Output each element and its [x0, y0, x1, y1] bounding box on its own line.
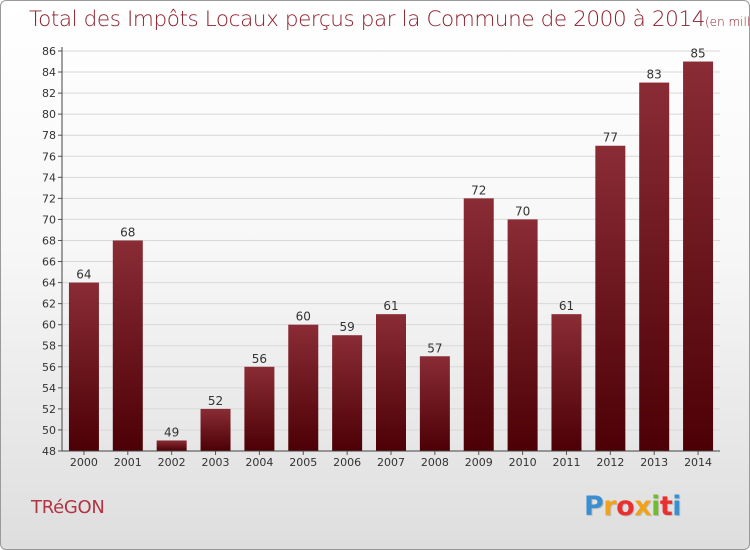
y-tick-label: 50 [42, 424, 56, 437]
bar [507, 219, 538, 451]
bar [595, 145, 626, 451]
logo-letter: r [603, 491, 617, 522]
bar-value-label: 70 [515, 204, 530, 218]
y-tick-label: 60 [42, 319, 56, 332]
bar-value-label: 85 [690, 47, 705, 61]
axes [61, 47, 720, 452]
y-axis-ticks: 48 50 52 54 56 58 60 62 64 66 68 70 72 74 76 78 80 82 84 86 [42, 45, 62, 458]
y-tick-label: 86 [42, 45, 56, 58]
x-tick-label: 2007 [377, 456, 405, 469]
y-tick-label: 78 [42, 129, 56, 142]
y-tick-label: 56 [42, 361, 56, 374]
bar-value-label: 61 [383, 299, 398, 313]
x-axis-ticks: 2000 2001 2002 2003 2004 2005 2006 2007 2008 2009… [70, 451, 712, 469]
y-tick-label: 80 [42, 108, 56, 121]
y-tick-label: 82 [42, 87, 56, 100]
x-tick-label: 2011 [552, 456, 580, 469]
bar-value-label: 68 [120, 225, 135, 239]
bar-value-label: 56 [252, 352, 267, 366]
y-tick-label: 64 [42, 277, 56, 290]
bar-value-label: 52 [208, 394, 223, 408]
x-tick-label: 2013 [640, 456, 668, 469]
chart-title-text: Total des Impôts Locaux perçus par la Co… [29, 7, 705, 32]
y-tick-label: 66 [42, 256, 56, 269]
y-tick-label: 72 [42, 192, 56, 205]
y-tick-label: 76 [42, 150, 56, 163]
x-tick-label: 2008 [421, 456, 449, 469]
y-tick-label: 48 [42, 445, 56, 458]
logo-letter: t [659, 491, 673, 522]
logo-letter: i [672, 491, 682, 522]
bar [200, 408, 231, 451]
x-tick-label: 2006 [333, 456, 361, 469]
x-tick-label: 2000 [70, 456, 98, 469]
bar [332, 335, 363, 451]
y-tick-label: 52 [42, 403, 56, 416]
commune-name: TRéGON [31, 497, 105, 518]
bar [639, 82, 670, 451]
bar [376, 314, 406, 451]
x-tick-label: 2014 [684, 456, 712, 469]
y-tick-label: 54 [42, 382, 56, 395]
x-tick-label: 2009 [465, 456, 493, 469]
logo-letter: o [616, 491, 635, 522]
bar-value-label: 57 [427, 341, 442, 355]
bar-value-label: 61 [559, 299, 574, 313]
bar [68, 282, 99, 451]
y-tick-label: 62 [42, 298, 56, 311]
bar [683, 61, 714, 452]
logo-letter: i [651, 491, 660, 522]
bar-value-label: 83 [647, 68, 662, 82]
x-tick-label: 2012 [596, 456, 624, 469]
x-tick-label: 2002 [158, 456, 186, 469]
bar-value-label: 49 [164, 425, 179, 439]
y-tick-label: 70 [42, 213, 56, 226]
chart-unit: (en milliers d'€) [705, 15, 750, 29]
x-tick-label: 2005 [289, 456, 317, 469]
bar [156, 440, 187, 451]
logo-letter: P [584, 491, 604, 522]
data-labels: 64 68 49 52 56 60 59 61 57 72 70 61 77 83 85 [76, 47, 705, 440]
bar [112, 240, 143, 451]
y-tick-label: 74 [42, 171, 56, 184]
proxiti-logo: Proxiti [584, 491, 682, 522]
x-tick-label: 2010 [509, 456, 537, 469]
bar [419, 356, 450, 451]
x-tick-label: 2004 [245, 456, 273, 469]
x-tick-label: 2003 [202, 456, 230, 469]
bar [244, 366, 275, 451]
bar-value-label: 72 [471, 183, 486, 197]
y-tick-label: 68 [42, 234, 56, 247]
logo-letter: x [634, 491, 652, 522]
bar-value-label: 64 [76, 268, 91, 282]
bars [68, 61, 714, 452]
y-tick-label: 84 [42, 66, 56, 79]
bar [551, 314, 582, 451]
x-tick-label: 2001 [114, 456, 142, 469]
bar [463, 198, 494, 451]
bar-value-label: 60 [296, 310, 311, 324]
bar [288, 324, 319, 451]
bar-value-label: 59 [339, 320, 354, 334]
bar-value-label: 77 [603, 131, 618, 145]
chart-title: Total des Impôts Locaux perçus par la Co… [29, 7, 750, 32]
y-tick-label: 58 [42, 340, 56, 353]
